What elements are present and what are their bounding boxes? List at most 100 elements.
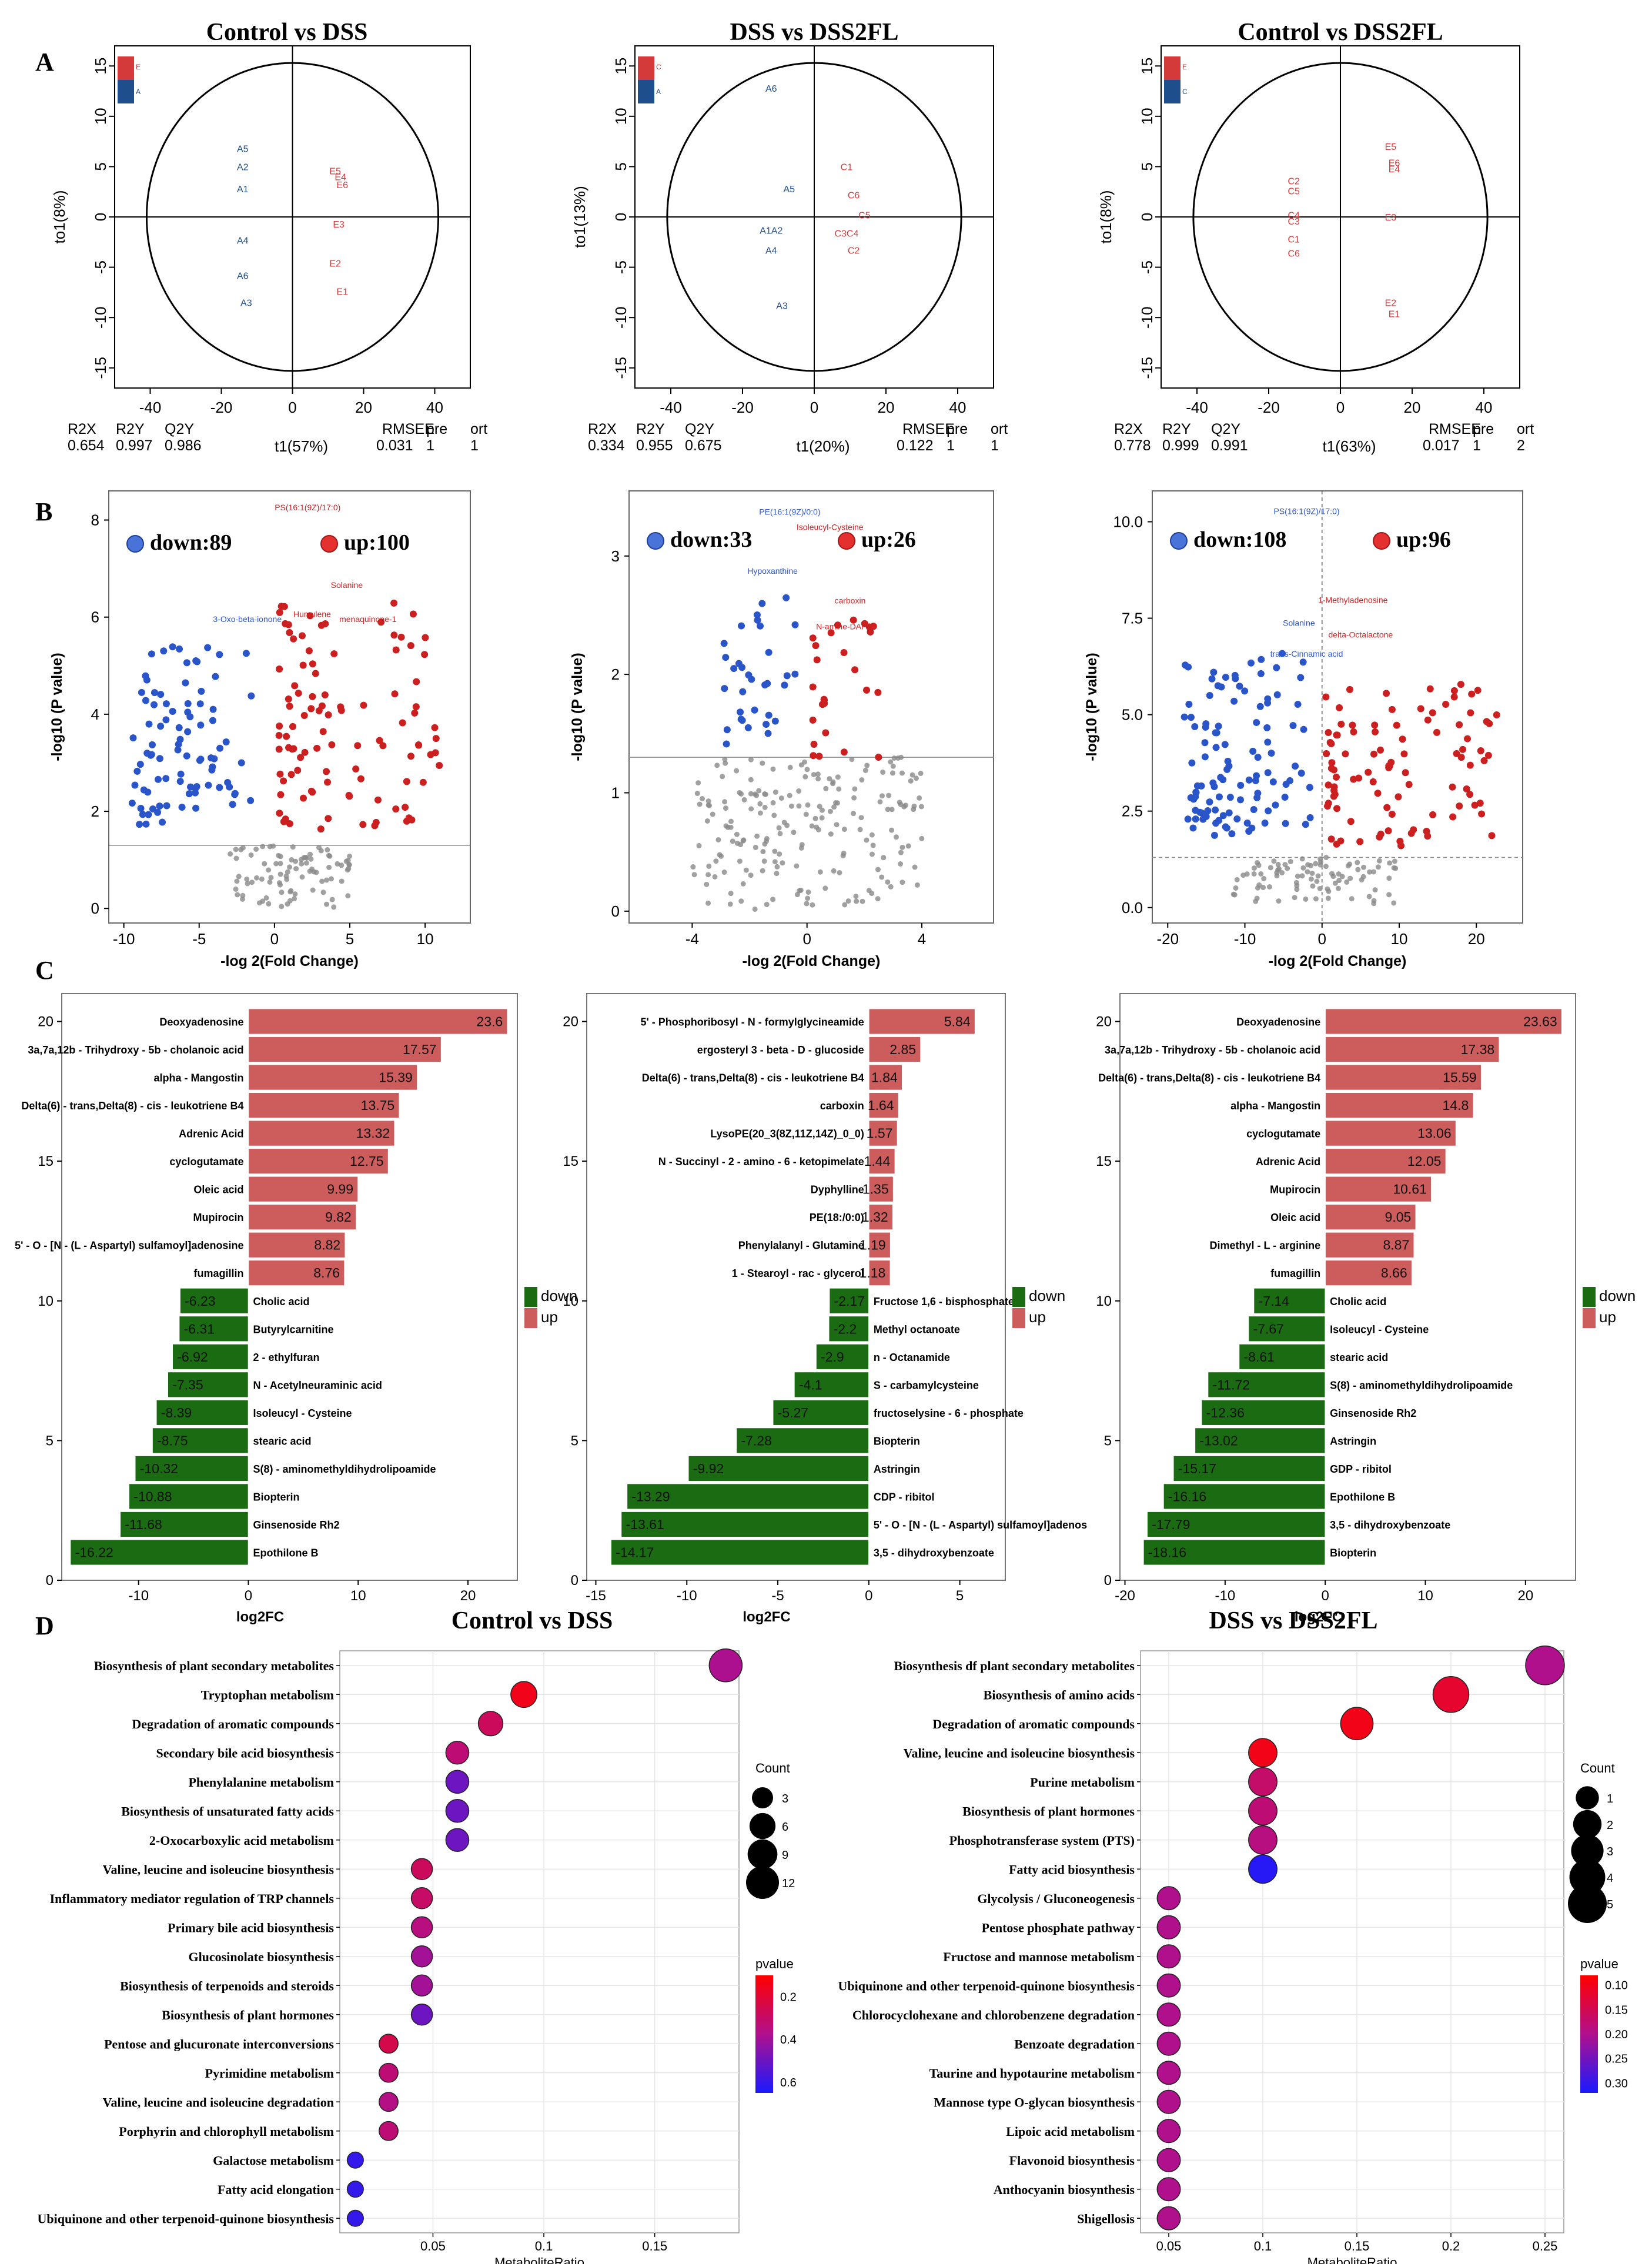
ns-point: [289, 857, 295, 863]
up-point: [276, 608, 283, 616]
ns-point: [1349, 896, 1355, 902]
bar-value-label: -8.61: [1244, 1349, 1275, 1365]
ns-point: [753, 844, 758, 850]
ns-point: [734, 831, 740, 837]
pathway-label: Tryptophan metabolism: [201, 1687, 334, 1702]
up-point: [1466, 761, 1474, 769]
down-point: [1185, 663, 1192, 671]
up-point: [870, 623, 877, 630]
down-point: [751, 706, 758, 714]
legend-label: C: [656, 63, 661, 71]
score-point-e4: E4: [1389, 165, 1400, 175]
up-point: [280, 818, 287, 825]
x-tick-label: 20: [355, 399, 372, 416]
up-point: [1333, 731, 1340, 739]
bar-value-label: -15.17: [1178, 1461, 1216, 1476]
bar-value-label: 10.61: [1393, 1182, 1427, 1197]
up-point: [289, 723, 296, 730]
down-point: [138, 688, 145, 696]
up-point: [307, 705, 315, 713]
up-point: [867, 628, 874, 636]
down-point: [723, 726, 731, 734]
pathway-label: Biosynthesis df plant secondary metaboli…: [894, 1658, 1135, 1673]
ns-point: [1305, 862, 1311, 868]
up-point: [414, 741, 422, 749]
down-bar: [156, 1399, 249, 1426]
down-point: [209, 763, 216, 771]
down-point: [1261, 819, 1269, 827]
bar-value-label: -12.36: [1206, 1405, 1245, 1420]
down-point: [1265, 807, 1272, 815]
up-point: [352, 765, 360, 772]
y-tick-label: 15: [1096, 1153, 1112, 1169]
ns-point: [890, 763, 896, 769]
stat-value: 0.122: [897, 437, 934, 454]
ns-point: [748, 872, 754, 878]
ns-point: [705, 900, 711, 906]
size-legend-dot: [752, 1787, 773, 1808]
ns-point: [895, 755, 901, 761]
down-point: [1273, 691, 1281, 698]
down-point: [139, 811, 146, 818]
ns-point: [805, 889, 811, 895]
down-bar: [1194, 1427, 1326, 1454]
legend-swatch-C: [638, 56, 654, 80]
plot-frame: [61, 993, 518, 1581]
down-point: [738, 622, 745, 630]
ns-point: [773, 789, 778, 795]
up-point: [1480, 757, 1488, 764]
ns-point: [1314, 878, 1320, 884]
up-point: [1467, 709, 1474, 717]
ns-point: [690, 864, 696, 870]
ns-point: [885, 807, 891, 812]
x-tick-label: 5: [346, 930, 354, 948]
ns-point: [1375, 864, 1381, 870]
bar-category-label: Phenylalanyl - Glutamine: [738, 1240, 864, 1252]
bar-category-label: Delta(6) - trans,Delta(8) - cis - leukot…: [21, 1100, 243, 1112]
up-point: [354, 742, 362, 750]
pathway-bubble: [1156, 1973, 1181, 1998]
pathway-bubble: [379, 2092, 399, 2112]
bar-value-label: -13.61: [626, 1517, 664, 1532]
down-point: [1219, 776, 1227, 784]
up-point: [1457, 681, 1464, 688]
up-bar: [868, 1120, 898, 1147]
ns-point: [841, 827, 847, 832]
bar-category-label: Cholic acid: [1330, 1296, 1386, 1307]
up-point: [1477, 747, 1484, 755]
ns-point: [303, 854, 309, 860]
ns-point: [279, 889, 285, 895]
ns-point: [787, 764, 793, 770]
bar-value-label: -14.17: [616, 1544, 654, 1560]
ns-point: [712, 874, 718, 879]
ns-point: [898, 850, 904, 855]
up-point: [318, 702, 326, 710]
panel-label-a: A: [35, 48, 54, 76]
ns-point: [774, 864, 780, 870]
ns-point: [914, 882, 920, 888]
up-point: [1365, 768, 1372, 776]
stat-header: R2X: [588, 421, 617, 437]
ns-point: [710, 811, 715, 817]
down-point: [1201, 753, 1209, 761]
down-point: [162, 700, 170, 708]
ns-point: [244, 876, 250, 882]
ns-point: [734, 768, 740, 774]
ns-point: [1260, 885, 1266, 891]
up-point: [379, 742, 387, 750]
score-point-a6: A6: [765, 84, 777, 94]
ns-point: [339, 862, 345, 868]
stat-value: 0.955: [636, 437, 673, 454]
y-tick-label: 20: [1096, 1014, 1112, 1030]
down-bar: [178, 1315, 249, 1342]
x-tick-label: 0: [270, 930, 279, 948]
x-tick-label: 0: [865, 1588, 872, 1604]
ns-point: [866, 888, 872, 894]
down-point: [216, 784, 223, 791]
ns-point: [781, 820, 787, 825]
pathway-label: Pentose phosphate pathway: [982, 1920, 1135, 1935]
up-point: [1350, 728, 1357, 735]
down-point: [175, 741, 182, 748]
score-point-a3: A3: [776, 302, 788, 312]
ns-point: [740, 881, 746, 887]
